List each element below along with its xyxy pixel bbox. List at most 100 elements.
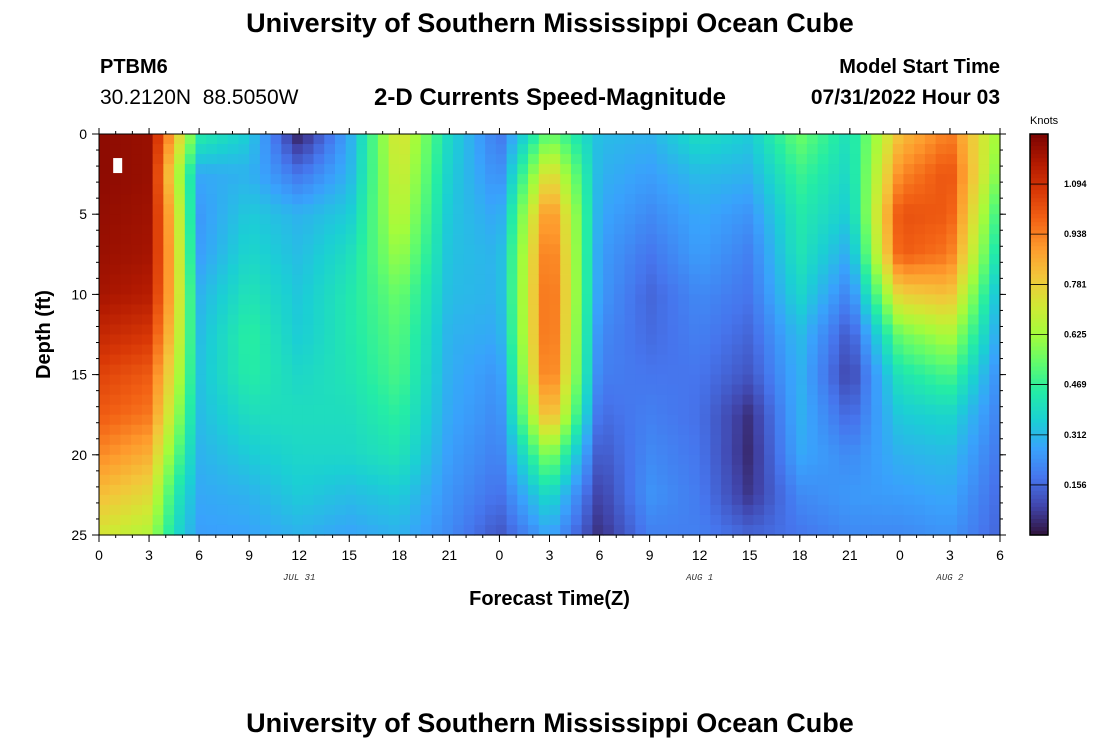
heatmap-cell <box>817 214 829 225</box>
heatmap-cell <box>592 234 604 245</box>
heatmap-cell <box>742 504 754 516</box>
heatmap-cell <box>238 194 250 205</box>
heatmap-cell <box>817 394 829 406</box>
heatmap-cell <box>206 244 218 255</box>
heatmap-cell <box>592 244 604 255</box>
heatmap-cell <box>581 294 594 306</box>
heatmap-cell <box>946 204 958 215</box>
heatmap-cell <box>796 504 808 516</box>
heatmap-cell <box>764 244 776 255</box>
heatmap-cell <box>796 264 808 275</box>
heatmap-cell <box>495 444 508 456</box>
heatmap-cell <box>721 414 733 426</box>
heatmap-cell <box>528 204 540 215</box>
heatmap-cell <box>688 374 701 386</box>
heatmap-cell <box>474 324 486 336</box>
heatmap-cell <box>356 414 368 426</box>
heatmap-cell <box>957 364 969 376</box>
heatmap-cell <box>742 474 754 486</box>
heatmap-cell <box>624 434 636 446</box>
heatmap-cell <box>206 474 218 486</box>
heatmap-cell <box>624 524 636 536</box>
heatmap-cell <box>238 364 250 376</box>
heatmap-cell <box>635 204 647 215</box>
heatmap-cell <box>903 494 915 506</box>
colorbar-cell <box>1030 214 1048 219</box>
heatmap-cell <box>141 194 154 205</box>
heatmap-cell <box>603 494 615 506</box>
heatmap-cell <box>388 164 400 175</box>
heatmap-cell <box>270 154 282 165</box>
heatmap-cell <box>957 494 969 506</box>
heatmap-cell <box>699 154 711 165</box>
colorbar-cell <box>1030 378 1048 384</box>
heatmap-cell <box>603 484 615 496</box>
heatmap-cell <box>678 304 690 316</box>
heatmap-cell <box>388 174 400 185</box>
heatmap-cell <box>764 294 776 306</box>
heatmap-cell <box>292 334 304 346</box>
heatmap-cell <box>174 454 186 466</box>
heatmap-cell <box>334 434 347 446</box>
colorbar-cell <box>1030 502 1048 508</box>
heatmap-cell <box>131 224 143 235</box>
heatmap-cell <box>817 154 829 165</box>
heatmap-cell <box>603 154 615 165</box>
heatmap-cell <box>431 404 443 416</box>
heatmap-cell <box>184 174 197 185</box>
heatmap-cell <box>978 454 990 466</box>
heatmap-cell <box>431 154 443 165</box>
heatmap-cell <box>152 174 164 185</box>
heatmap-cell <box>356 474 368 486</box>
heatmap-cell <box>120 224 132 235</box>
heatmap-cell <box>817 294 829 306</box>
heatmap-cell <box>817 444 829 456</box>
heatmap-cell <box>506 414 518 426</box>
heatmap-cell <box>731 494 744 506</box>
heatmap-cell <box>377 164 390 175</box>
heatmap-cell <box>270 184 282 195</box>
heatmap-cell <box>560 494 572 506</box>
heatmap-cell <box>903 394 915 406</box>
heatmap-cell <box>506 444 518 456</box>
heatmap-cell <box>410 524 422 536</box>
heatmap-cell <box>978 394 990 406</box>
heatmap-cell <box>463 514 476 526</box>
heatmap-cell <box>152 254 164 265</box>
heatmap-cell <box>495 434 508 446</box>
heatmap-cell <box>399 264 411 275</box>
heatmap-cell <box>646 274 658 285</box>
heatmap-cell <box>431 384 443 396</box>
heatmap-cell <box>485 254 497 265</box>
heatmap-cell <box>452 404 465 416</box>
heatmap-cell <box>871 264 883 275</box>
heatmap-cell <box>184 464 197 476</box>
heatmap-cell <box>710 384 722 396</box>
heatmap-cell <box>281 254 293 265</box>
heatmap-cell <box>528 274 540 285</box>
heatmap-cell <box>882 174 894 185</box>
heatmap-cell <box>635 314 647 326</box>
heatmap-cell <box>549 384 561 396</box>
heatmap-cell <box>849 344 862 356</box>
heatmap-cell <box>152 334 164 346</box>
heatmap-cell <box>871 254 883 265</box>
heatmap-cell <box>485 244 497 255</box>
heatmap-cell <box>581 184 594 195</box>
heatmap-cell <box>517 334 529 346</box>
heatmap-cell <box>538 144 551 155</box>
heatmap-cell <box>935 294 947 306</box>
heatmap-cell <box>678 514 690 526</box>
heatmap-cell <box>613 254 626 265</box>
colorbar-cell <box>1030 210 1048 215</box>
heatmap-cell <box>377 184 390 195</box>
heatmap-cell <box>603 214 615 225</box>
heatmap-cell <box>967 134 980 145</box>
heatmap-cell <box>892 484 905 496</box>
heatmap-cell <box>259 184 272 195</box>
heatmap-cell <box>635 274 647 285</box>
heatmap-cell <box>485 394 497 406</box>
heatmap-cell <box>206 504 218 516</box>
heatmap-cell <box>292 354 304 366</box>
colorbar-cell <box>1030 202 1048 207</box>
